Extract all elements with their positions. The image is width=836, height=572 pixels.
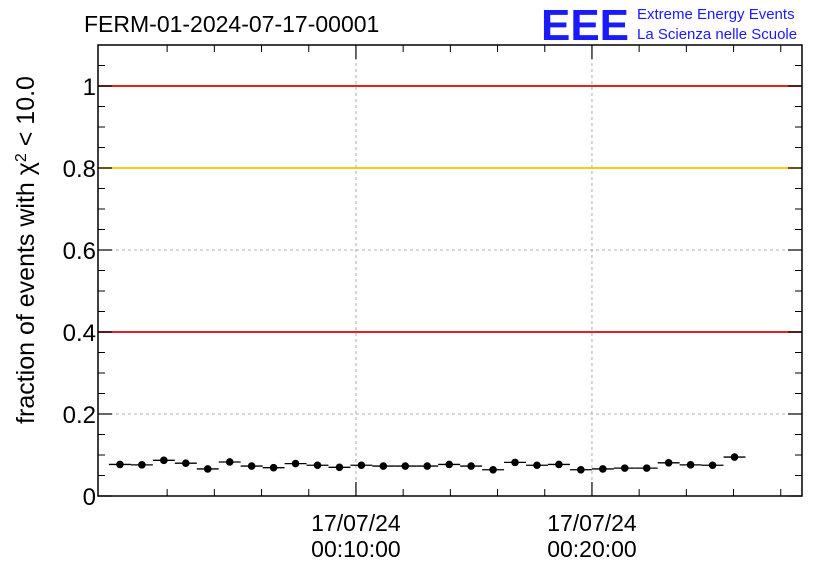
y-axis-label-after: < 10.0 — [12, 76, 40, 153]
data-point — [225, 458, 234, 466]
plot-frame — [97, 44, 803, 497]
data-point — [599, 465, 607, 473]
grid-layer — [98, 45, 802, 496]
data-point — [335, 463, 344, 472]
data-point — [467, 462, 475, 470]
data-point — [664, 458, 673, 467]
data-point — [445, 460, 453, 469]
data-point — [291, 459, 300, 468]
y-axis-label: fraction of events with χ2 < 10.0 — [12, 76, 40, 424]
x-tick-label-time: 00:20:00 — [547, 536, 637, 562]
data-point — [555, 460, 563, 469]
data-point — [269, 463, 278, 472]
y-tick-label: 0.2 — [63, 402, 96, 429]
data-point — [730, 453, 739, 461]
y-tick-labels: 0 0.2 0.4 0.6 0.8 1 — [63, 74, 96, 511]
data-point — [357, 461, 366, 470]
data-point — [203, 465, 212, 473]
y-tick-label: 0 — [83, 484, 96, 511]
data-series — [108, 453, 746, 474]
x-tick-label-time: 00:10:00 — [311, 536, 401, 562]
chart-title: FERM-01-2024-07-17-00001 — [84, 11, 379, 37]
data-point — [511, 458, 519, 467]
eee-logo-line2: La Scienza nelle Scuole — [637, 26, 797, 43]
data-point — [313, 461, 322, 470]
y-tick-label: 0.6 — [63, 238, 96, 265]
y-tick-label: 1 — [83, 74, 96, 101]
data-point — [379, 462, 388, 470]
data-point — [620, 464, 629, 472]
data-point — [489, 465, 497, 474]
eee-logo-mark: EEE — [541, 1, 629, 50]
data-point — [533, 461, 541, 470]
data-point — [181, 459, 190, 468]
data-point — [423, 462, 432, 470]
y-axis-label-sup: 2 — [13, 153, 30, 162]
y-axis-label-before: fraction of events with — [12, 175, 40, 424]
data-point — [138, 461, 146, 469]
x-tick-label-date: 17/07/24 — [311, 510, 401, 536]
data-point — [577, 465, 585, 474]
x-tick-label-date: 17/07/24 — [547, 510, 637, 536]
data-point — [708, 461, 717, 470]
data-point — [401, 462, 410, 470]
y-tick-label: 0.4 — [63, 320, 96, 347]
eee-logo-line1: Extreme Energy Events — [637, 6, 795, 23]
y-axis-label-symbol: χ — [12, 162, 40, 175]
y-tick-label: 0.8 — [63, 156, 96, 183]
reference-lines — [98, 85, 802, 333]
data-point — [686, 461, 695, 469]
axis-ticks — [98, 45, 802, 497]
data-point — [642, 464, 651, 472]
data-point — [247, 462, 256, 470]
data-point — [160, 456, 168, 465]
data-point — [116, 460, 124, 469]
